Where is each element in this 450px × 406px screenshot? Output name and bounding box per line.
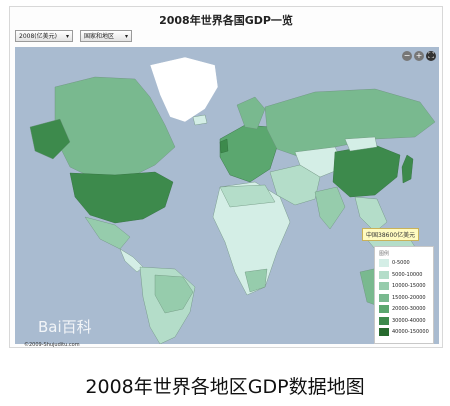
alaska[interactable]: [29, 118, 71, 160]
india[interactable]: [314, 186, 346, 230]
legend-item-label: 15000-20000: [392, 294, 426, 301]
uk[interactable]: [219, 138, 229, 154]
legend-item[interactable]: 10000-15000: [379, 282, 431, 290]
legend-swatch: [379, 305, 389, 313]
region-select-label: 国家和地区: [84, 33, 115, 40]
chevron-down-icon: ▾: [65, 33, 69, 40]
legend-item[interactable]: 20000-30000: [379, 305, 431, 313]
china-tooltip: 中国38600亿美元: [362, 228, 420, 241]
scandinavia[interactable]: [236, 96, 266, 130]
legend-item-label: 20000-30000: [392, 306, 426, 312]
usa[interactable]: [69, 171, 174, 224]
map-title: 2008年世界各国GDP一览: [159, 14, 293, 27]
brazil[interactable]: [154, 274, 194, 314]
legend-item-label: 10000-15000: [392, 283, 426, 289]
southeast-asia[interactable]: [354, 196, 388, 233]
mongolia[interactable]: [344, 136, 378, 152]
legend-item[interactable]: 30000-40000: [379, 316, 431, 325]
russia[interactable]: [264, 88, 436, 158]
legend-swatch: [379, 316, 389, 325]
legend-item-label: 30000-40000: [392, 317, 426, 324]
canada[interactable]: [54, 76, 176, 180]
legend-swatch: [379, 282, 389, 290]
fullscreen-icon: ⛶: [428, 51, 434, 60]
legend-item[interactable]: 0-5000: [379, 259, 431, 267]
central-asia[interactable]: [294, 146, 346, 178]
north-africa[interactable]: [219, 184, 276, 208]
japan[interactable]: [401, 154, 414, 184]
legend-item[interactable]: 15000-20000: [379, 293, 431, 302]
legend-swatch: [379, 259, 389, 267]
central-america[interactable]: [119, 248, 144, 273]
zoom-out-icon: −: [403, 51, 411, 60]
figure-caption: 2008年世界各地区GDP数据地图: [85, 376, 365, 398]
map-panel: 2008年世界各国GDP一览 2008(亿美元) ▾ 国家和地区 ▾: [9, 6, 443, 348]
legend-title: 图例: [379, 251, 390, 257]
baidu-watermark: Bai百科: [38, 318, 92, 336]
iceland[interactable]: [192, 114, 208, 126]
legend-item-label: 40000-150000: [392, 329, 429, 335]
chevron-down-icon: ▾: [124, 33, 128, 40]
europe[interactable]: [219, 124, 278, 183]
legend-swatch: [379, 270, 389, 279]
zoom-out-button[interactable]: −: [402, 51, 412, 61]
legend-swatch: [379, 328, 389, 336]
legend-item[interactable]: 40000-150000: [379, 328, 431, 336]
china[interactable]: [332, 144, 401, 198]
world-map-svg[interactable]: [15, 47, 439, 344]
world-map[interactable]: [15, 47, 439, 344]
legend-item[interactable]: 5000-10000: [379, 270, 431, 279]
mexico[interactable]: [84, 216, 131, 250]
region-select[interactable]: 国家和地区 ▾: [80, 30, 132, 42]
legend-item-label: 0-5000: [392, 260, 410, 266]
south-africa[interactable]: [244, 268, 268, 293]
legend-swatch: [379, 293, 389, 302]
year-select-label: 2008(亿美元): [19, 33, 57, 40]
zoom-in-icon: +: [415, 51, 423, 60]
map-legend: 图例 0-5000 5000-10000 10000-15000 15000-2000…: [374, 246, 434, 344]
year-select[interactable]: 2008(亿美元) ▾: [15, 30, 73, 42]
legend-item-label: 5000-10000: [392, 271, 423, 278]
greenland[interactable]: [149, 56, 219, 123]
zoom-in-button[interactable]: +: [414, 51, 424, 61]
fullscreen-button[interactable]: ⛶: [426, 51, 436, 61]
copyright-text: ©2009-Shujuditu.com: [24, 342, 80, 348]
